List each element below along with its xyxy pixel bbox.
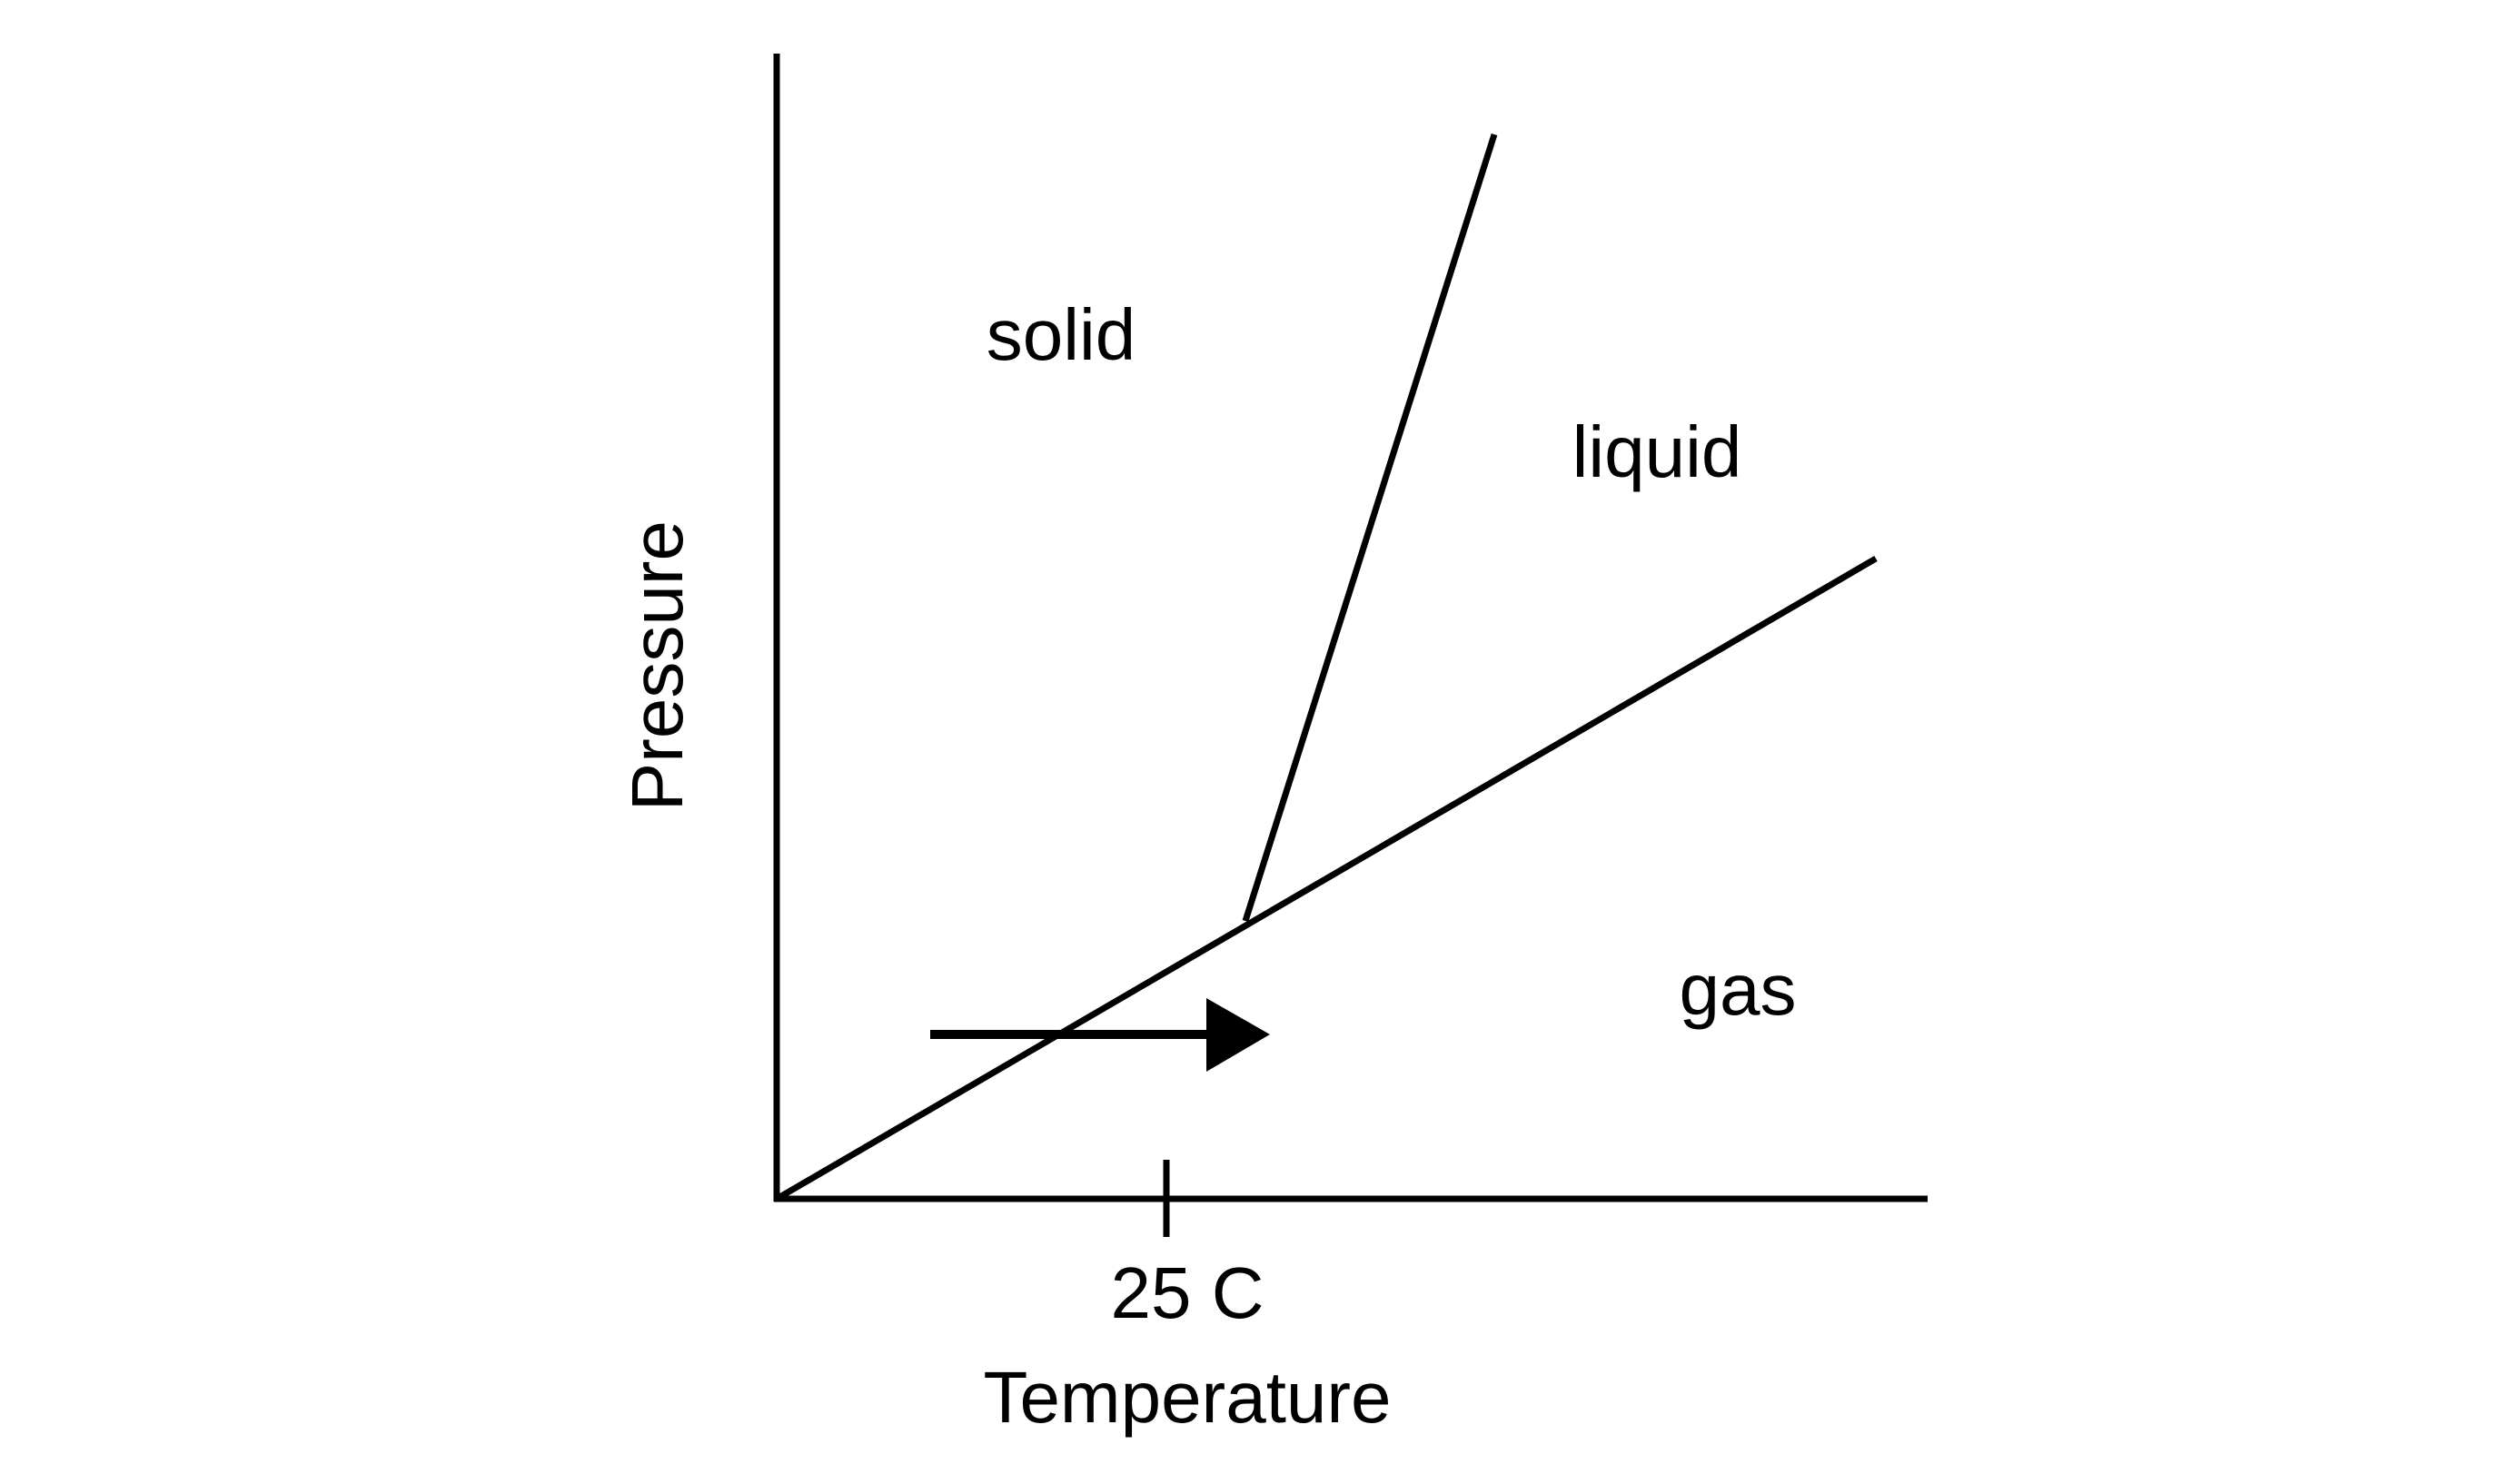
region-label: gas — [1680, 949, 1797, 1030]
vaporization-curve — [775, 555, 1878, 1202]
region-label: liquid — [1572, 411, 1742, 492]
y-axis-label: Pressure — [617, 520, 698, 811]
x-axis-label: Temperature — [983, 1357, 1391, 1438]
melting-curve — [1242, 133, 1498, 923]
x-tick-label: 25 C — [1111, 1252, 1264, 1333]
region-label: solid — [987, 294, 1136, 375]
arrow-head — [1206, 998, 1270, 1072]
